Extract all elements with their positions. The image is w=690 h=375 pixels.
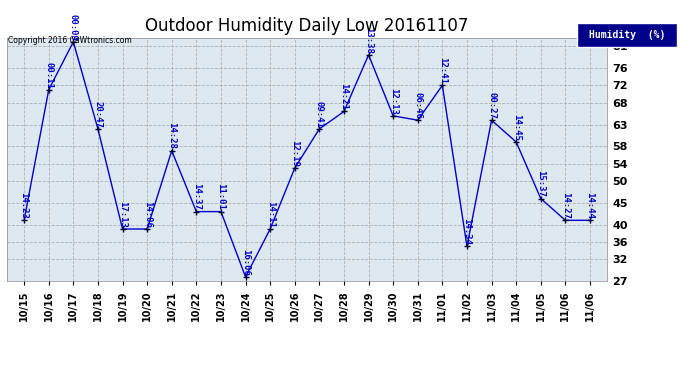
Text: 14:44: 14:44 xyxy=(586,192,595,219)
Text: 14:34: 14:34 xyxy=(462,218,471,245)
Text: 00:27: 00:27 xyxy=(487,92,496,119)
Text: 06:46: 06:46 xyxy=(413,92,422,119)
Text: 14:45: 14:45 xyxy=(512,114,521,141)
Title: Outdoor Humidity Daily Low 20161107: Outdoor Humidity Daily Low 20161107 xyxy=(146,16,469,34)
Text: Copyright 2016 CaWtronics.com: Copyright 2016 CaWtronics.com xyxy=(8,36,132,45)
Text: 14:23: 14:23 xyxy=(19,192,28,219)
Text: 17:13: 17:13 xyxy=(118,201,127,228)
Text: 14:28: 14:28 xyxy=(167,123,176,149)
Text: 16:06: 16:06 xyxy=(241,249,250,276)
Text: 14:06: 14:06 xyxy=(143,201,152,228)
Text: 12:41: 12:41 xyxy=(438,57,447,84)
Text: 11:01: 11:01 xyxy=(217,183,226,210)
Text: 12:13: 12:13 xyxy=(388,88,397,114)
Text: Humidity  (%): Humidity (%) xyxy=(589,30,665,40)
Text: 00:09: 00:09 xyxy=(69,13,78,40)
Text: 14:27: 14:27 xyxy=(561,192,570,219)
Text: 14:21: 14:21 xyxy=(339,83,348,110)
Text: 14:11: 14:11 xyxy=(266,201,275,228)
Text: 14:37: 14:37 xyxy=(192,183,201,210)
Text: 00:11: 00:11 xyxy=(44,62,53,88)
Text: 13:38: 13:38 xyxy=(364,27,373,54)
Text: 15:37: 15:37 xyxy=(536,170,545,197)
Text: 20:47: 20:47 xyxy=(93,101,102,128)
Text: 09:41: 09:41 xyxy=(315,101,324,128)
Text: 12:19: 12:19 xyxy=(290,140,299,167)
